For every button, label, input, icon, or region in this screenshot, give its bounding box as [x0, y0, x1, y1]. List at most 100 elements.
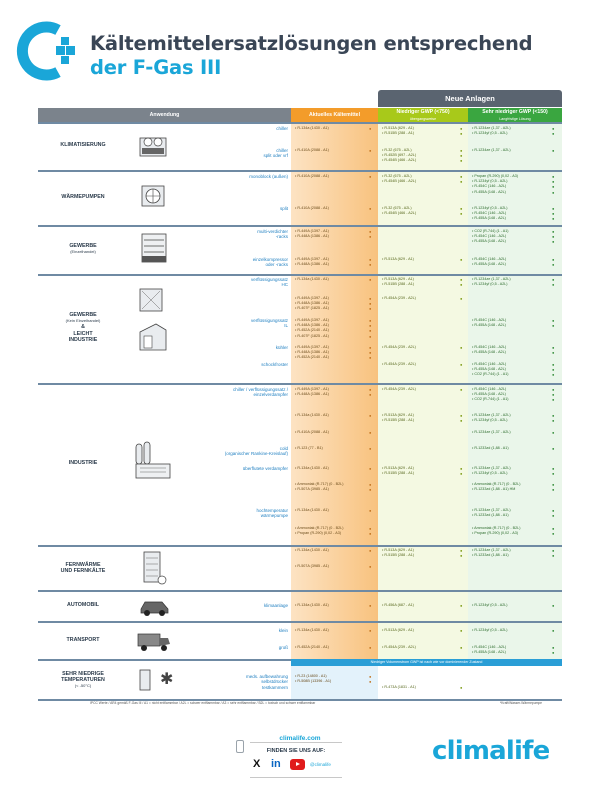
refrigerant-cell: • R-1234ze (1,37 - A2L) • R-1234yf (0,5 -… — [472, 277, 558, 287]
climalife-brand-logo: climalife — [432, 736, 550, 766]
refrigerant-entry: • R-455A (148 - A2L) — [472, 350, 506, 355]
linkedin-icon[interactable]: in — [271, 758, 281, 770]
refrigerant-entry: • R-134a (1430 - A1) — [295, 126, 329, 130]
refrigerant-entry: • Ammoniak (R-717) (0 - B2L) — [472, 482, 521, 486]
refrigerant-cell: • R-410A (2088 - A1) — [295, 430, 375, 435]
refrigerant-cell: • R-454A (239 - A2L) — [382, 345, 466, 350]
status-dot-icon: ● — [552, 282, 555, 288]
refrigerant-cell: • R-1234yf (0,5 - A2L) • R-454C (146 - A2… — [472, 206, 558, 222]
refrigerant-cell: • R-449A (1397 - A1) • R-448A (1386 - A1)… — [295, 318, 375, 339]
website-link[interactable]: climalife.com — [279, 735, 321, 742]
refrigerant-entry: • R-513A (629 - A1) — [382, 126, 414, 130]
section-automobil: AUTOMOBIL — [67, 602, 99, 608]
refrigerant-cell: • R-449A (1397 - A1) • R-448A (1386 - A1) — [295, 257, 375, 267]
neue-anlagen-header: Neue Anlagen — [378, 90, 562, 107]
app-label: chiller — [276, 126, 288, 131]
status-dot-icon: ● — [369, 257, 372, 262]
refrigerant-entry: • R-454C (146 - A2L) — [472, 645, 507, 649]
status-dot-icon: ● — [369, 323, 372, 329]
status-dot-icon: ● — [369, 526, 372, 531]
refrigerant-entry: • R-134a (1430 - A1) — [295, 508, 329, 512]
refrigerant-cell: • R-32 (675 - A2L) • R-454B (466 - A2L) — [382, 174, 466, 184]
status-dot-icon: ● — [369, 318, 372, 323]
status-dot-icon: ● — [460, 211, 463, 217]
status-dot-icon: ● — [460, 277, 463, 282]
status-dot-icon: ● — [369, 430, 372, 435]
status-dot-icon: ● — [369, 174, 372, 179]
refrigerant-entry: • R-455A (148 - A2L) — [472, 367, 506, 372]
refrigerant-entry: • R-515B (288 - A1) — [382, 418, 415, 423]
refrigerant-cell: • Propan (R-290) (0,02 - A3) • R-1234yf (… — [472, 174, 558, 195]
district-heating-illustration — [143, 551, 167, 585]
status-dot-icon: ● — [552, 239, 555, 245]
app-label: meds. aufbewahrung selbstdrücker testkamme… — [178, 674, 288, 690]
status-dot-icon: ● — [460, 413, 463, 418]
status-dot-icon: ● — [460, 471, 463, 477]
refrigerant-cell: • R-513A (629 - A1) • R-515B (288 - A1) — [382, 277, 466, 287]
climalife-logo-icon — [16, 21, 75, 81]
refrigerant-entry: • R-515B (288 - A1) — [382, 553, 415, 558]
app-label-line: chiller — [276, 148, 288, 153]
status-dot-icon: ● — [369, 277, 372, 282]
status-dot-icon: ● — [369, 679, 372, 685]
refrigerant-entry: • R-455A (148 - A2L) — [472, 189, 506, 194]
status-dot-icon: ● — [552, 148, 555, 153]
refrigerant-entry: • R-454C (146 - A2L) — [472, 257, 507, 261]
app-label: einzelkompressor oder -racks — [178, 257, 288, 268]
refrigerant-cell: • R-1234ze (1,37 - A2L) • R-1233zd (1,88 … — [472, 548, 558, 558]
refrigerant-entry: • R-1234ze (1,37 - A2L) — [472, 126, 511, 130]
app-label-line: multi-verdichter — [257, 229, 288, 234]
refrigerant-entry: • R-454B (466 - A2L) — [382, 179, 417, 184]
section-divider — [38, 383, 562, 385]
status-dot-icon: ● — [369, 328, 372, 334]
refrigerant-entry: • Propan (R-290) (0,02 - A3) — [472, 174, 518, 178]
app-label: verflüssigungssatz HC — [178, 277, 288, 288]
refrigerant-entry: • R-410A (2088 - A1) — [295, 148, 329, 152]
status-dot-icon: ● — [552, 526, 555, 531]
refrigerant-entry: • R-1233zd (1,88 - A1) — [472, 513, 509, 518]
section-gewerbe-sub: (Einzelhandel) — [70, 249, 96, 255]
status-dot-icon: ● — [552, 277, 555, 282]
refrigerant-entry: • R-32 (675 - A2L) — [382, 206, 412, 210]
refrigerant-entry: • R-1234ze (1,37 - A2L) — [472, 148, 511, 152]
refrigerant-cell: • R-1234yf (0,5 - A2L) — [472, 603, 558, 608]
x-twitter-icon[interactable]: X — [253, 758, 261, 770]
condensing-unit-illustration — [139, 288, 163, 312]
social-handle[interactable]: @climalife — [310, 762, 331, 767]
youtube-icon[interactable] — [290, 759, 305, 770]
status-dot-icon: ● — [552, 211, 555, 217]
status-dot-icon: ● — [460, 603, 463, 608]
status-dot-icon: ● — [552, 645, 555, 650]
section-fernwaerme: FERNWÄRME UND FERNKÄLTE — [38, 562, 128, 574]
refrigerant-entry: • R-1234ze (1,37 - A2L) — [472, 548, 511, 552]
refrigerant-entry: • R-452A (2140 - A1) — [295, 355, 329, 360]
section-divider — [38, 699, 562, 701]
refrigerant-entry: • R-1234yf (0,5 - A2L) — [472, 282, 508, 287]
section-divider — [38, 590, 562, 592]
refrigerant-cell: • R-456A (687 - A1) — [382, 603, 466, 608]
refrigerant-entry: • R-515B (288 - A1) — [382, 131, 415, 136]
app-label: klein — [278, 628, 288, 633]
refrigerant-entry: • R-410A (2088 - A1) — [295, 174, 329, 178]
refrigerant-cell: • R-134a (1430 - A1) — [295, 277, 375, 282]
app-label-line: -racks — [275, 234, 288, 240]
section-gewerbe2-label: GEWERBE — [69, 312, 97, 318]
column-bg-aktuelles — [291, 122, 378, 677]
refrigerant-entry: • R-513A (629 - A1) — [382, 257, 414, 261]
section-industrie2: INDUSTRIE — [68, 336, 98, 343]
app-label: überflutete verdampfer — [242, 466, 288, 471]
refrigerant-entry: • R-1234ze (1,37 - A2L) — [472, 430, 511, 434]
section-gewerbe: GEWERBE (Einzelhandel) — [38, 243, 128, 255]
refrigerant-entry: • R-454A (239 - A2L) — [382, 387, 416, 391]
refrigerant-entry: • R-449A (1397 - A1) — [295, 318, 329, 322]
status-dot-icon: ● — [369, 487, 372, 493]
refrigerant-entry: • R-454A (239 - A2L) — [382, 296, 416, 300]
section-amp: & — [81, 324, 85, 331]
status-dot-icon: ● — [460, 466, 463, 471]
refrigerant-entry: • R-455A (148 - A2L) — [472, 650, 506, 655]
status-dot-icon: ● — [369, 229, 372, 234]
refrigerant-cell: • R-1234ze (1,37 - A2L) • R-1234yf (0,5 -… — [472, 413, 558, 423]
app-label-line: einzelverdampfer — [253, 392, 288, 398]
refrigerant-cell: • R-1234ze (1,37 - A2L) — [472, 148, 558, 153]
status-dot-icon: ● — [369, 531, 372, 537]
